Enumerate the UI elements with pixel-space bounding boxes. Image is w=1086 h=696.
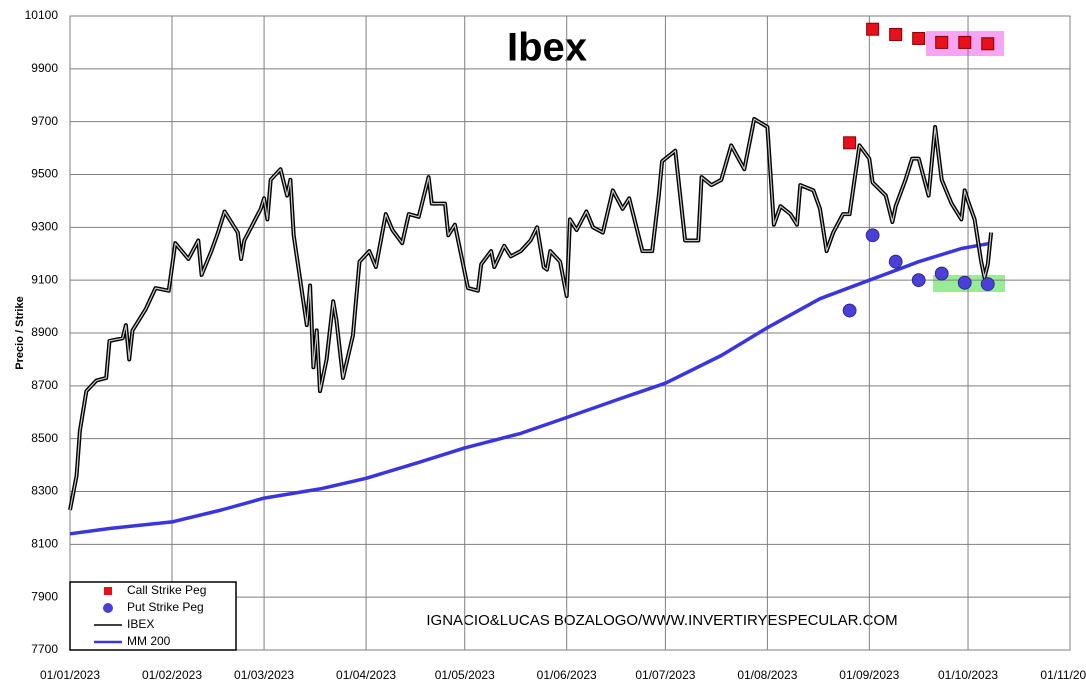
call-marker (935, 35, 949, 49)
legend-marker (104, 587, 112, 595)
x-tick-label: 01/08/2023 (737, 668, 797, 682)
call-marker (843, 136, 857, 150)
y-tick-label: 8500 (31, 431, 58, 445)
legend-label: Call Strike Peg (127, 583, 206, 597)
line-series-core (69, 118, 992, 511)
x-tick-label: 01/09/2023 (839, 668, 899, 682)
y-tick-label: 9300 (31, 220, 58, 234)
x-tick-label: 01/01/2023 (40, 668, 100, 682)
x-tick-label: 01/07/2023 (635, 668, 695, 682)
put-marker (980, 277, 995, 292)
put-marker (865, 228, 880, 243)
y-tick-label: 7900 (31, 589, 58, 603)
y-tick-label: 8700 (31, 378, 58, 392)
chart-title: Ibex (507, 26, 587, 70)
y-tick-label: 9700 (31, 114, 58, 128)
call-marker (981, 37, 995, 51)
legend-label: IBEX (127, 617, 154, 631)
y-tick-label: 8300 (31, 484, 58, 498)
y-tick-label: 10100 (25, 8, 59, 22)
y-tick-label: 8100 (31, 537, 58, 551)
x-tick-label: 01/04/2023 (336, 668, 396, 682)
y-tick-label: 9900 (31, 61, 58, 75)
watermark: IGNACIO&LUCAS BOZALOGO/WWW.INVERTIRYESPE… (426, 612, 897, 629)
x-tick-label: 01/05/2023 (435, 668, 495, 682)
put-marker (934, 266, 949, 281)
y-tick-label: 8900 (31, 325, 58, 339)
line-series (69, 241, 992, 536)
put-marker (842, 303, 857, 318)
call-marker (889, 27, 903, 41)
plot-frame (69, 15, 1071, 651)
call-marker (958, 35, 972, 49)
put-marker (911, 273, 926, 288)
legend-label: MM 200 (127, 634, 171, 648)
put-marker (888, 254, 903, 269)
y-tick-label: 9500 (31, 167, 58, 181)
x-tick-label: 01/06/2023 (537, 668, 597, 682)
x-tick-label: 01/11/2023 (1040, 668, 1086, 682)
x-tick-label: 01/03/2023 (234, 668, 294, 682)
y-tick-label: 7700 (31, 642, 58, 656)
legend-box (69, 581, 237, 651)
call-marker (866, 22, 880, 36)
call-marker (912, 31, 926, 45)
x-tick-label: 01/10/2023 (938, 668, 998, 682)
y-axis-label: Precio / Strike (14, 296, 26, 369)
x-tick-label: 01/02/2023 (142, 668, 202, 682)
legend-label: Put Strike Peg (127, 600, 204, 614)
y-tick-label: 9100 (31, 272, 58, 286)
put-marker (957, 275, 972, 290)
legend-marker (103, 603, 113, 613)
